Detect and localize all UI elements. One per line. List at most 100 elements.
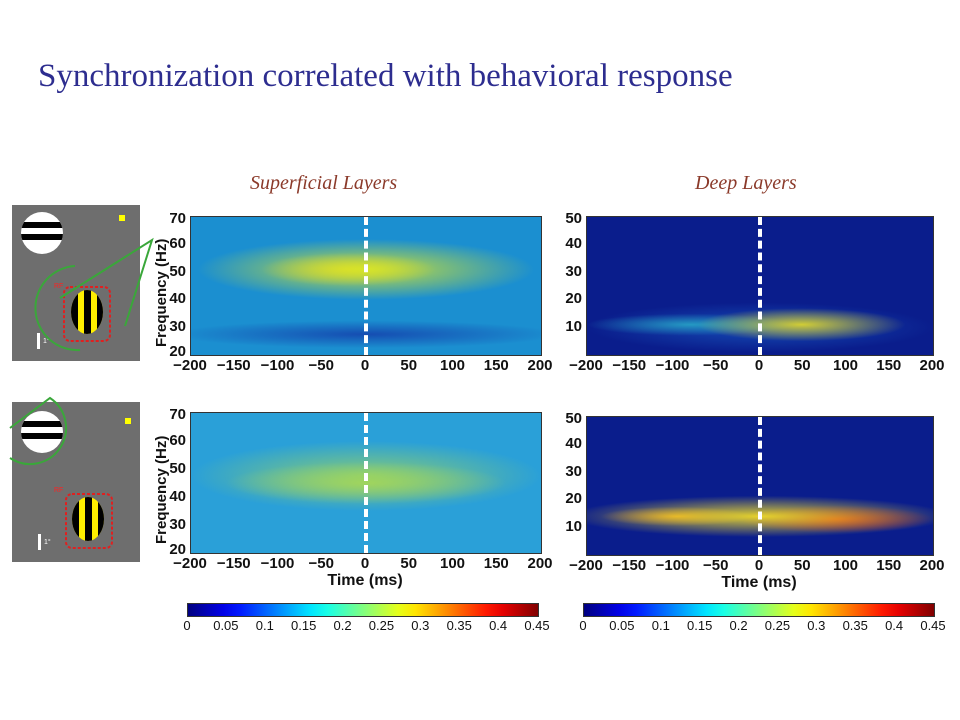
x-tick-label: 100 bbox=[832, 557, 859, 574]
x-tick-label: 200 bbox=[919, 557, 945, 574]
colorbar-tick-label: 0.45 bbox=[524, 618, 550, 633]
colorbar-tick-label: 0.1 bbox=[651, 618, 670, 633]
y-tick-label: 70 bbox=[169, 406, 186, 423]
y-axis-label: Frequency (Hz) bbox=[153, 238, 170, 347]
colorbar-tick-label: 0.25 bbox=[764, 618, 791, 633]
x-tick-label: −100 bbox=[260, 555, 295, 572]
y-tick-label: 20 bbox=[169, 343, 186, 360]
x-tick-label: 150 bbox=[876, 557, 902, 574]
colorbar-tick-label: 0.35 bbox=[842, 618, 868, 633]
y-axis-label: Frequency (Hz) bbox=[153, 435, 170, 544]
colorbar-right bbox=[583, 603, 935, 617]
colorbar-tick-label: 0.4 bbox=[489, 618, 508, 633]
x-tick-label: 0 bbox=[754, 357, 764, 374]
y-tick-label: 10 bbox=[565, 317, 582, 335]
colorbar-tick-label: 0.05 bbox=[609, 618, 635, 633]
colorbar-left bbox=[187, 603, 539, 617]
x-tick-label: 100 bbox=[832, 357, 859, 374]
x-tick-label: 200 bbox=[919, 357, 945, 374]
x-tick-label: 150 bbox=[483, 357, 509, 374]
x-tick-label: −200 bbox=[173, 357, 207, 374]
superficial-top-heatmap bbox=[190, 216, 542, 356]
x-tick-label: 50 bbox=[400, 357, 418, 374]
colorbar-tick-label: 0.3 bbox=[807, 618, 826, 633]
colorbar-tick-label: 0.2 bbox=[729, 618, 748, 633]
x-tick-label: 200 bbox=[527, 357, 553, 374]
x-tick-label: −50 bbox=[703, 557, 729, 574]
x-tick-label: −150 bbox=[216, 555, 251, 572]
rf-box bbox=[63, 286, 111, 342]
y-tick-label: 20 bbox=[565, 490, 582, 508]
slide-title: Synchronization correlated with behavior… bbox=[38, 58, 733, 94]
colorbar-tick-label: 0.15 bbox=[291, 618, 317, 633]
x-tick-label: −100 bbox=[260, 357, 295, 374]
colorbar-tick-label: 0 bbox=[183, 618, 191, 633]
superficial-layers-label: Superficial Layers bbox=[250, 172, 398, 194]
y-tick-label: 60 bbox=[169, 235, 186, 253]
y-tick-label: 50 bbox=[169, 262, 186, 280]
colorbar-tick-label: 0.2 bbox=[333, 618, 352, 633]
x-tick-label: 0 bbox=[754, 557, 764, 574]
x-tick-label: 100 bbox=[439, 555, 466, 572]
y-tick-label: 50 bbox=[565, 410, 582, 427]
superficial-bottom-heatmap bbox=[190, 412, 542, 554]
y-tick-label: 70 bbox=[169, 210, 186, 227]
stimulus-onset-line bbox=[364, 413, 368, 553]
y-tick-label: 30 bbox=[565, 462, 582, 480]
x-tick-label: 150 bbox=[876, 357, 902, 374]
rf-box-2 bbox=[65, 493, 113, 549]
stimulus-onset-line bbox=[364, 217, 368, 355]
x-tick-label: 50 bbox=[793, 557, 811, 574]
x-tick-label: 0 bbox=[360, 555, 370, 572]
x-tick-label: −100 bbox=[655, 357, 690, 374]
y-tick-label: 40 bbox=[169, 290, 186, 308]
x-tick-label: −200 bbox=[569, 557, 603, 574]
stimulus-onset-line bbox=[758, 217, 762, 355]
scale-label: 1° bbox=[43, 337, 50, 345]
x-tick-label: −200 bbox=[173, 555, 207, 572]
y-tick-label: 30 bbox=[169, 317, 186, 335]
deep-top-heatmap bbox=[586, 216, 934, 356]
x-tick-label: 200 bbox=[527, 555, 553, 572]
x-tick-label: −150 bbox=[216, 357, 251, 374]
y-tick-label: 30 bbox=[169, 515, 186, 533]
y-tick-label: 50 bbox=[169, 459, 186, 477]
y-tick-label: 40 bbox=[169, 487, 186, 505]
x-tick-label: 0 bbox=[360, 357, 370, 374]
y-tick-label: 40 bbox=[565, 435, 582, 453]
x-tick-label: −150 bbox=[612, 557, 647, 574]
stimulus-panel-bottom: RF 1° bbox=[12, 402, 140, 562]
y-tick-label: 60 bbox=[169, 431, 186, 449]
grating-distractor-2 bbox=[21, 411, 63, 453]
x-tick-label: 100 bbox=[439, 357, 466, 374]
deep-layers-label: Deep Layers bbox=[695, 172, 797, 194]
stimulus-panel-top: RF 1° bbox=[12, 205, 140, 361]
x-tick-label: −50 bbox=[308, 357, 334, 374]
x-tick-label: −200 bbox=[569, 357, 603, 374]
colorbar-tick-label: 0.1 bbox=[255, 618, 274, 633]
fixation-point-2 bbox=[125, 418, 131, 424]
colorbar-tick-label: 0.45 bbox=[920, 618, 946, 633]
colorbar-tick-label: 0.4 bbox=[885, 618, 904, 633]
colorbar-tick-label: 0 bbox=[579, 618, 587, 633]
y-tick-label: 30 bbox=[565, 262, 582, 280]
scale-label-2: 1° bbox=[44, 538, 51, 546]
y-tick-label: 20 bbox=[169, 541, 186, 558]
y-tick-label: 20 bbox=[565, 290, 582, 308]
colorbar-tick-label: 0.3 bbox=[411, 618, 430, 633]
grating-target bbox=[71, 290, 103, 334]
colorbar-tick-label: 0.15 bbox=[687, 618, 713, 633]
fixation-point bbox=[119, 215, 125, 221]
x-tick-label: 150 bbox=[483, 555, 509, 572]
grating-distractor bbox=[21, 212, 63, 254]
colorbar-tick-label: 0.05 bbox=[213, 618, 239, 633]
rf-magnifier-lines bbox=[9, 237, 154, 466]
deep-bottom-heatmap bbox=[586, 416, 934, 556]
x-tick-label: −50 bbox=[703, 357, 729, 374]
colorbar-tick-label: 0.25 bbox=[368, 618, 395, 633]
grating-target-2 bbox=[72, 497, 104, 541]
x-tick-label: 50 bbox=[793, 357, 811, 374]
y-tick-label: 50 bbox=[565, 210, 582, 227]
colorbar-tick-label: 0.35 bbox=[446, 618, 472, 633]
x-axis-label: Time (ms) bbox=[327, 572, 403, 589]
